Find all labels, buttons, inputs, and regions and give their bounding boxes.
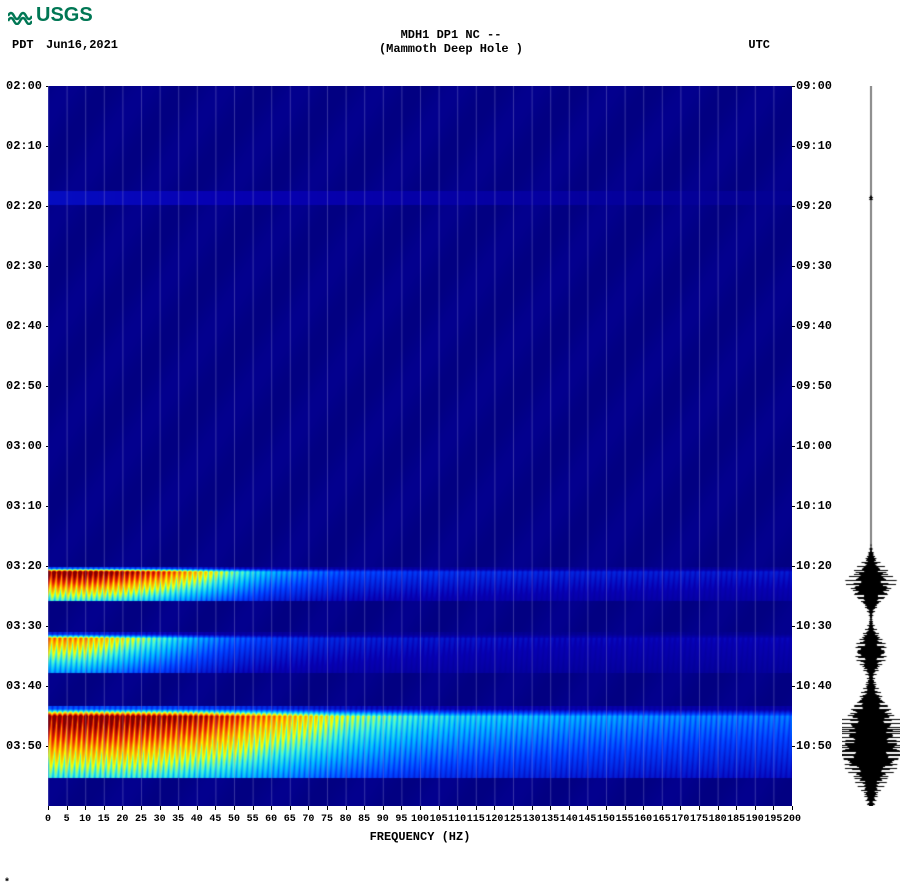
x-tick: 130 xyxy=(523,814,541,825)
spectrogram-canvas xyxy=(48,86,792,806)
y-left-tick: 03:00 xyxy=(6,439,42,453)
waveform-panel xyxy=(842,86,900,806)
x-tick: 135 xyxy=(541,814,559,825)
x-tick: 35 xyxy=(172,814,184,825)
y-right-tick: 10:40 xyxy=(796,679,832,693)
y-right-tick: 09:00 xyxy=(796,79,832,93)
y-left-tick: 02:10 xyxy=(6,139,42,153)
x-tick: 190 xyxy=(746,814,764,825)
x-tick: 25 xyxy=(135,814,147,825)
x-tick: 45 xyxy=(209,814,221,825)
x-tick: 145 xyxy=(578,814,596,825)
x-tick: 160 xyxy=(634,814,652,825)
y-axis-left-pdt: 02:0002:1002:2002:3002:4002:5003:0003:10… xyxy=(6,86,48,806)
x-tick: 10 xyxy=(79,814,91,825)
y-left-tick: 03:30 xyxy=(6,619,42,633)
y-left-tick: 03:40 xyxy=(6,679,42,693)
x-tick: 65 xyxy=(284,814,296,825)
x-tick: 180 xyxy=(709,814,727,825)
x-tick: 200 xyxy=(783,814,801,825)
y-right-tick: 10:20 xyxy=(796,559,832,573)
x-tick: 170 xyxy=(671,814,689,825)
x-tick: 150 xyxy=(597,814,615,825)
footer-asterisk: * xyxy=(4,878,10,889)
y-left-tick: 03:20 xyxy=(6,559,42,573)
x-tick: 105 xyxy=(430,814,448,825)
x-tick: 30 xyxy=(154,814,166,825)
x-tick: 40 xyxy=(191,814,203,825)
usgs-text: USGS xyxy=(36,4,93,27)
x-tick: 80 xyxy=(340,814,352,825)
y-tickmarks-right xyxy=(792,86,795,806)
y-left-tick: 02:40 xyxy=(6,319,42,333)
x-tick: 140 xyxy=(560,814,578,825)
y-left-tick: 02:50 xyxy=(6,379,42,393)
x-tick: 125 xyxy=(504,814,522,825)
y-right-tick: 09:10 xyxy=(796,139,832,153)
x-tick: 90 xyxy=(377,814,389,825)
x-tick: 70 xyxy=(302,814,314,825)
y-right-tick: 09:30 xyxy=(796,259,832,273)
spectrogram-plot xyxy=(48,86,792,806)
usgs-logo: USGS xyxy=(8,4,93,27)
x-tick: 15 xyxy=(98,814,110,825)
x-tick: 0 xyxy=(45,814,51,825)
x-tick: 60 xyxy=(265,814,277,825)
y-left-tick: 02:30 xyxy=(6,259,42,273)
x-tick: 175 xyxy=(690,814,708,825)
x-tick: 155 xyxy=(616,814,634,825)
x-tick: 165 xyxy=(653,814,671,825)
y-right-tick: 10:00 xyxy=(796,439,832,453)
y-right-tick: 09:40 xyxy=(796,319,832,333)
y-right-tick: 10:10 xyxy=(796,499,832,513)
x-axis-frequency: FREQUENCY (HZ) 0 5 10 15 20 25 30 35 40 45 50 55 60 6… xyxy=(48,806,792,846)
y-right-tick: 10:30 xyxy=(796,619,832,633)
x-tick: 85 xyxy=(358,814,370,825)
right-timezone-label: UTC xyxy=(748,38,770,52)
x-tick: 95 xyxy=(395,814,407,825)
x-tick: 115 xyxy=(467,814,485,825)
y-right-tick: 09:50 xyxy=(796,379,832,393)
waveform-canvas xyxy=(842,86,900,806)
y-left-tick: 02:20 xyxy=(6,199,42,213)
y-left-tick: 03:50 xyxy=(6,739,42,753)
x-tick: 100 xyxy=(411,814,429,825)
x-tick: 75 xyxy=(321,814,333,825)
y-left-tick: 02:00 xyxy=(6,79,42,93)
x-tick: 50 xyxy=(228,814,240,825)
x-tick: 110 xyxy=(448,814,466,825)
y-axis-right-utc: 09:0009:1009:2009:3009:4009:5010:0010:10… xyxy=(796,86,838,806)
y-left-tick: 03:10 xyxy=(6,499,42,513)
x-tick: 185 xyxy=(727,814,745,825)
x-tick: 120 xyxy=(485,814,503,825)
usgs-wave-icon xyxy=(8,7,32,25)
x-tick: 195 xyxy=(764,814,782,825)
x-tick: 20 xyxy=(116,814,128,825)
x-tick: 55 xyxy=(247,814,259,825)
x-axis-label: FREQUENCY (HZ) xyxy=(48,830,792,844)
x-tick: 5 xyxy=(64,814,70,825)
y-right-tick: 09:20 xyxy=(796,199,832,213)
y-right-tick: 10:50 xyxy=(796,739,832,753)
